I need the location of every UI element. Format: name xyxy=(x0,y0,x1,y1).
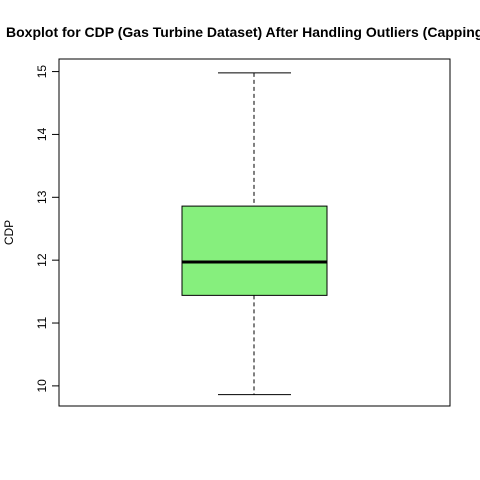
y-tick-label: 13 xyxy=(35,190,49,204)
box-group xyxy=(181,72,328,396)
y-tick-label: 14 xyxy=(35,127,49,141)
y-axis-label: CDP xyxy=(2,220,16,245)
y-tick-label: 11 xyxy=(35,316,49,329)
y-tick-label: 12 xyxy=(35,253,49,267)
chart-title: Boxplot for CDP (Gas Turbine Dataset) Af… xyxy=(6,24,480,40)
y-axis: 10 11 12 13 14 15 xyxy=(35,65,60,393)
y-tick-label: 15 xyxy=(35,65,49,79)
iqr-box xyxy=(181,205,328,296)
plot-region: 10 11 12 13 14 15 xyxy=(35,58,451,407)
y-tick-label: 10 xyxy=(35,379,49,393)
